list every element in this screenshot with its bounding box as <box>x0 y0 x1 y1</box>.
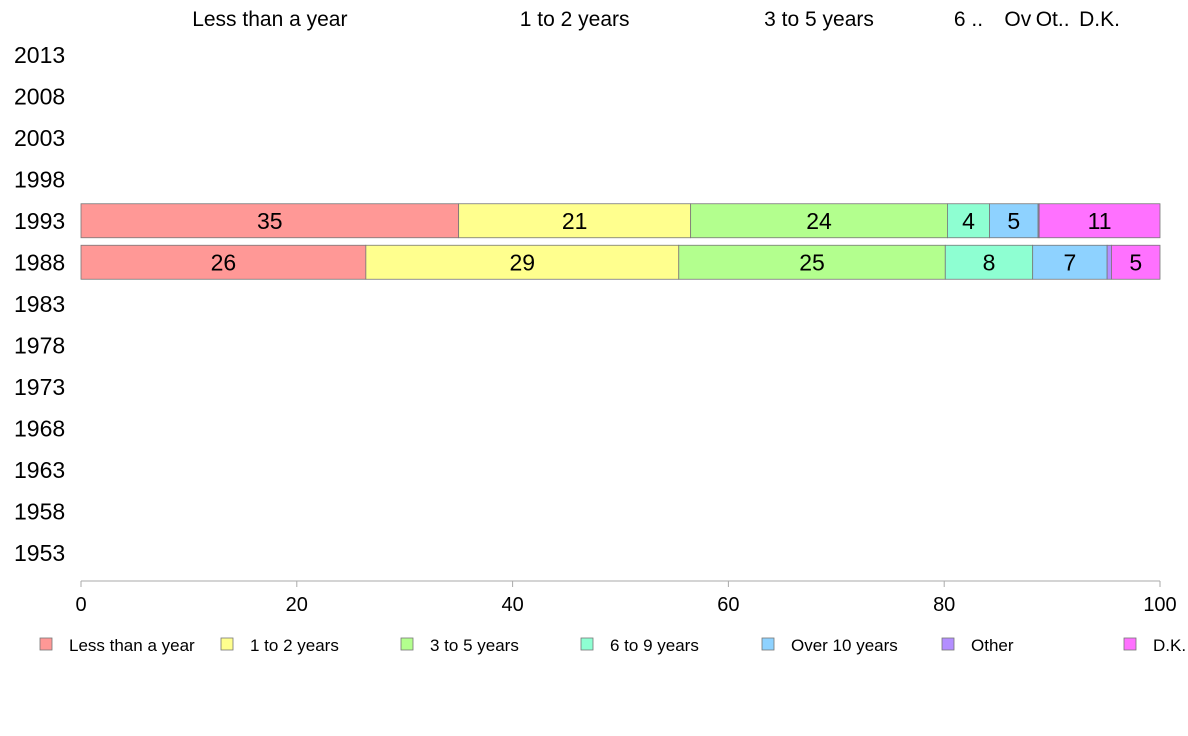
bar-segment <box>365 244 680 280</box>
legend-swatch <box>220 637 234 651</box>
y-tick-label: 2013 <box>14 42 65 68</box>
bar-value-label: 11 <box>1088 208 1112 234</box>
x-tick-label: 0 <box>75 594 86 616</box>
top-column-label: Less than a year <box>192 8 347 31</box>
bar-labels: 35 21 24 4 5 11 26 29 25 8 7 5 <box>211 208 1142 276</box>
legend-label: 6 to 9 years <box>610 636 699 655</box>
x-tick-label: 60 <box>717 594 739 616</box>
bar-value-label: 8 <box>983 249 996 275</box>
legend-label: Less than a year <box>69 636 195 655</box>
y-tick-label: 1983 <box>14 291 65 317</box>
y-tick-label: 1978 <box>14 332 65 358</box>
legend-swatch <box>1123 637 1137 651</box>
bar-segment <box>989 203 1039 239</box>
legend-swatch <box>761 637 775 651</box>
bar-segment <box>1032 244 1108 280</box>
top-column-label: Ot.. <box>1036 8 1070 31</box>
bar-segment <box>678 244 946 280</box>
x-tick-label: 20 <box>286 594 308 616</box>
bar-value-label: 5 <box>1007 208 1020 234</box>
bars <box>80 203 1161 280</box>
y-tick-label: 2003 <box>14 125 65 151</box>
y-tick-label: 2008 <box>14 83 65 109</box>
top-column-label: D.K. <box>1079 8 1120 31</box>
top-column-label: Ov <box>1004 8 1031 31</box>
bar-value-label: 25 <box>799 249 825 275</box>
bar-segment <box>1038 203 1161 239</box>
bar-value-label: 5 <box>1129 249 1142 275</box>
bar-segment <box>690 203 948 239</box>
bar-segment <box>80 244 367 280</box>
legend-label: D.K. <box>1153 636 1186 655</box>
x-tick-label: 40 <box>501 594 523 616</box>
bar-value-label: 7 <box>1064 249 1077 275</box>
bar-value-label: 35 <box>257 208 283 234</box>
legend-label: 3 to 5 years <box>430 636 519 655</box>
x-tick-label: 80 <box>933 594 955 616</box>
top-column-label: 6 .. <box>954 8 983 31</box>
y-tick-label: 1993 <box>14 208 65 234</box>
bar-value-label: 21 <box>562 208 588 234</box>
legend-label: Over 10 years <box>791 636 898 655</box>
legend: Less than a year 1 to 2 years 3 to 5 years… <box>39 636 1186 655</box>
bar-value-label: 29 <box>510 249 536 275</box>
y-tick-label: 1953 <box>14 540 65 566</box>
legend-swatch <box>941 637 955 651</box>
bar-segment <box>80 203 460 239</box>
y-tick-label: 1963 <box>14 457 65 483</box>
top-column-label: 1 to 2 years <box>520 8 630 31</box>
bar-value-label: 24 <box>806 208 832 234</box>
bar-segment <box>944 244 1034 280</box>
bar-segment <box>458 203 692 239</box>
y-tick-label: 1968 <box>14 415 65 441</box>
y-axis-labels: 2013 2008 2003 1998 1993 1988 1983 1978 1973 1968… <box>14 42 65 566</box>
x-tick-label: 100 <box>1143 594 1176 616</box>
y-tick-label: 1988 <box>14 249 65 275</box>
y-tick-label: 1958 <box>14 498 65 524</box>
y-tick-label: 1998 <box>14 166 65 192</box>
legend-label: Other <box>971 636 1014 655</box>
bar-value-label: 26 <box>211 249 237 275</box>
legend-swatch <box>400 637 414 651</box>
y-tick-label: 1973 <box>14 374 65 400</box>
legend-label: 1 to 2 years <box>250 636 339 655</box>
top-labels: Less than a year 1 to 2 years 3 to 5 years… <box>192 8 1120 31</box>
bar-segment <box>1106 244 1112 280</box>
bar-value-label: 4 <box>962 208 975 234</box>
x-axis: 0 20 40 60 80 100 <box>75 580 1177 616</box>
legend-swatch <box>39 637 53 651</box>
legend-swatch <box>580 637 594 651</box>
bar-segment <box>1111 244 1161 280</box>
top-column-label: 3 to 5 years <box>764 8 874 31</box>
